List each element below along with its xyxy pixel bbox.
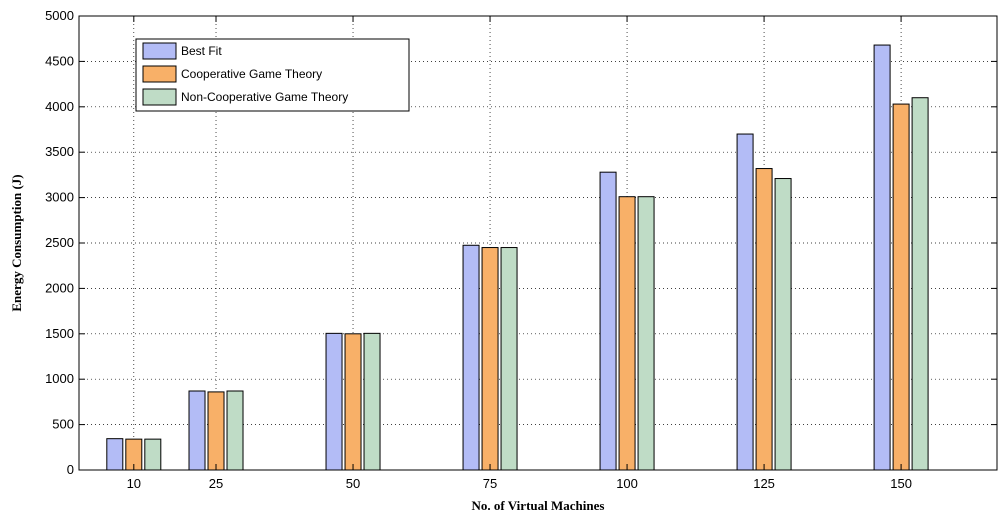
y-tick-label: 0 <box>67 462 74 477</box>
y-axis-title: Energy Consumption (J) <box>9 174 24 311</box>
legend-label: Non-Cooperative Game Theory <box>181 90 348 104</box>
y-tick-label: 5000 <box>45 8 74 23</box>
x-tick-label: 10 <box>127 476 141 491</box>
bar-non-cooperative-game-theory-50 <box>363 332 381 471</box>
bar-best-fit-50 <box>325 332 343 471</box>
y-tick-label: 1500 <box>45 326 74 341</box>
legend-label: Best Fit <box>181 44 222 58</box>
bar-cooperative-game-theory-50 <box>344 333 362 471</box>
bars <box>106 44 929 471</box>
y-tick-label: 500 <box>52 417 74 432</box>
y-tick-label: 3500 <box>45 144 74 159</box>
bar-non-cooperative-game-theory-25 <box>226 390 244 471</box>
y-axis: 0 500 1000 1500 2000 2500 3000 3500 4000 4500 5000 <box>45 8 997 477</box>
y-tick-label: 2500 <box>45 235 74 250</box>
x-axis: 10 25 50 75 100 125 150 <box>127 16 912 491</box>
legend-swatch <box>142 88 177 106</box>
legend-swatch <box>142 42 177 60</box>
legend-swatch <box>142 65 177 83</box>
bar-non-cooperative-game-theory-125 <box>774 178 792 471</box>
bar-best-fit-125 <box>736 133 754 471</box>
bar-cooperative-game-theory-100 <box>618 196 636 471</box>
legend: Best Fit Cooperative Game Theory Non-Coope… <box>135 38 410 112</box>
bar-cooperative-game-theory-125 <box>755 168 773 471</box>
bar-best-fit-150 <box>873 44 891 471</box>
x-tick-label: 25 <box>209 476 223 491</box>
bar-best-fit-100 <box>599 171 617 471</box>
x-tick-label: 75 <box>483 476 497 491</box>
bar-non-cooperative-game-theory-100 <box>637 196 655 471</box>
y-tick-label: 4500 <box>45 53 74 68</box>
y-tick-label: 3000 <box>45 190 74 205</box>
x-tick-label: 150 <box>890 476 912 491</box>
bar-non-cooperative-game-theory-75 <box>500 247 518 471</box>
bar-non-cooperative-game-theory-150 <box>911 97 929 471</box>
x-tick-label: 100 <box>616 476 638 491</box>
bar-best-fit-25 <box>188 390 206 471</box>
legend-box <box>135 38 410 112</box>
x-axis-title: No. of Virtual Machines <box>472 498 605 513</box>
bar-cooperative-game-theory-25 <box>207 391 225 471</box>
y-tick-label: 4000 <box>45 99 74 114</box>
bar-cooperative-game-theory-150 <box>892 103 910 471</box>
y-tick-label: 1000 <box>45 371 74 386</box>
y-tick-label: 2000 <box>45 280 74 295</box>
bar-best-fit-10 <box>106 438 124 471</box>
x-tick-label: 50 <box>346 476 360 491</box>
bar-cooperative-game-theory-75 <box>481 247 499 471</box>
bar-best-fit-75 <box>462 244 480 471</box>
bar-non-cooperative-game-theory-10 <box>144 438 162 471</box>
legend-label: Cooperative Game Theory <box>181 67 322 81</box>
x-tick-label: 125 <box>753 476 775 491</box>
